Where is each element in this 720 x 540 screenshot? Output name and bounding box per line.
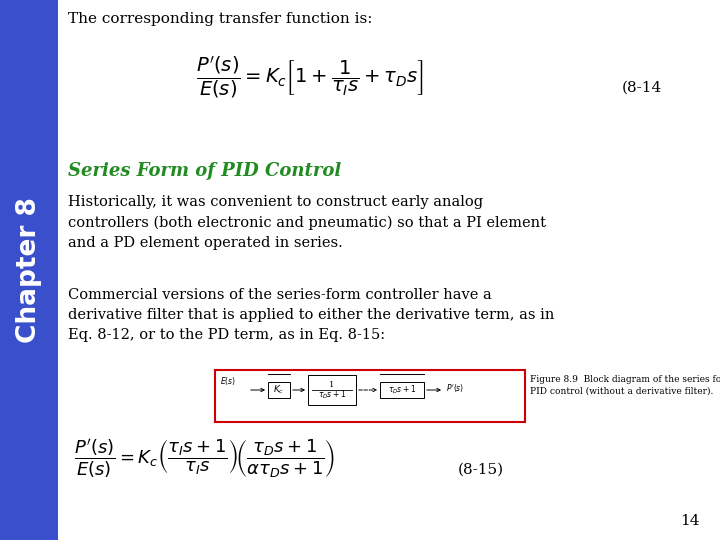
Text: Series Form of PID Control: Series Form of PID Control [68, 162, 341, 180]
Text: Historically, it was convenient to construct early analog
controllers (both elec: Historically, it was convenient to const… [68, 195, 546, 249]
Text: (8-15): (8-15) [458, 463, 504, 477]
Text: $E(s)$: $E(s)$ [220, 375, 236, 387]
Text: $K_c$: $K_c$ [274, 384, 284, 396]
Text: $\tau_D s+1$: $\tau_D s+1$ [388, 384, 416, 396]
Text: Figure 8.9  Block diagram of the series form of
PID control (without a derivativ: Figure 8.9 Block diagram of the series f… [530, 375, 720, 396]
Bar [268, 382, 290, 398]
Text: Chapter 8: Chapter 8 [16, 197, 42, 343]
Bar [308, 375, 356, 405]
Text: $\dfrac{P'(s)}{E(s)} = K_c \left[1 + \dfrac{1}{\tau_I s} + \tau_D s\right]$: $\dfrac{P'(s)}{E(s)} = K_c \left[1 + \df… [196, 55, 424, 101]
Bar [380, 382, 424, 398]
Text: 1: 1 [329, 381, 335, 389]
Text: The corresponding transfer function is:: The corresponding transfer function is: [68, 12, 372, 26]
Text: $\tau_D s+1$: $\tau_D s+1$ [318, 389, 346, 401]
Text: Commercial versions of the series-form controller have a
derivative filter that : Commercial versions of the series-form c… [68, 288, 554, 342]
Text: $P'(s)$: $P'(s)$ [446, 382, 464, 394]
Text: 14: 14 [680, 514, 700, 528]
Text: $\dfrac{P'(s)}{E(s)} = K_c \left(\dfrac{\tau_I s+1}{\tau_I s}\right)\!\left(\dfr: $\dfrac{P'(s)}{E(s)} = K_c \left(\dfrac{… [74, 438, 336, 480]
Text: (8-14: (8-14 [622, 81, 662, 95]
